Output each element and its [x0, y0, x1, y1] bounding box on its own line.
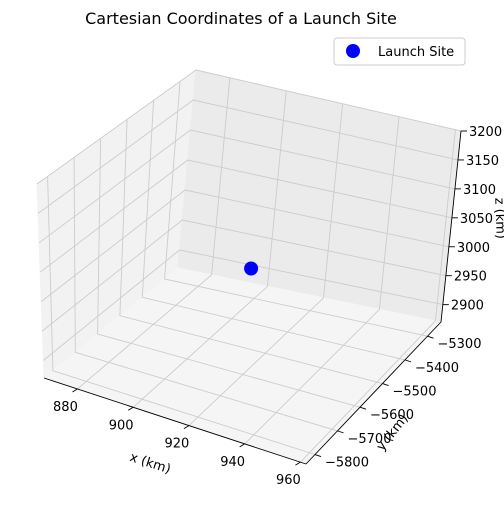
- z-tick-label: 2900: [451, 299, 484, 314]
- y-tick-label: −5800: [325, 456, 369, 471]
- x-tick-label: 940: [220, 455, 245, 470]
- y-tick-mark: [338, 431, 344, 433]
- z-tick-label: 3000: [457, 241, 490, 256]
- x-tick-mark: [184, 426, 189, 429]
- x-tick-mark: [295, 462, 300, 465]
- y-tick-mark: [315, 455, 321, 457]
- y-tick-label: −5300: [438, 337, 482, 352]
- z-axis-label: z (km): [491, 197, 504, 239]
- z-tick-label: 3100: [463, 183, 496, 198]
- z-tick-label: 3050: [460, 212, 493, 227]
- y-tick-mark: [428, 336, 434, 338]
- x-axis-label: x (km): [128, 450, 173, 477]
- chart-title: Cartesian Coordinates of a Launch Site: [85, 9, 397, 28]
- y-tick-mark: [360, 407, 366, 409]
- y-tick-label: −5500: [393, 385, 437, 400]
- x-tick-label: 920: [165, 437, 190, 452]
- x-tick-mark: [72, 389, 77, 392]
- legend: Launch Site: [334, 38, 465, 65]
- data-point-launch-site: [244, 262, 258, 276]
- legend-label: Launch Site: [378, 45, 454, 60]
- y-tick-mark: [383, 384, 389, 386]
- legend-marker: [346, 44, 360, 58]
- z-tick-label: 2950: [454, 270, 487, 285]
- x-tick-mark: [128, 407, 133, 410]
- y-tick-mark: [405, 360, 411, 362]
- data-points: [244, 262, 258, 276]
- x-tick-label: 880: [53, 400, 78, 415]
- x-tick-label: 960: [276, 473, 301, 488]
- x-tick-label: 900: [109, 418, 134, 433]
- y-tick-label: −5400: [415, 361, 459, 376]
- z-tick-label: 3200: [469, 125, 502, 140]
- x-tick-mark: [240, 444, 245, 447]
- z-tick-label: 3150: [466, 154, 499, 169]
